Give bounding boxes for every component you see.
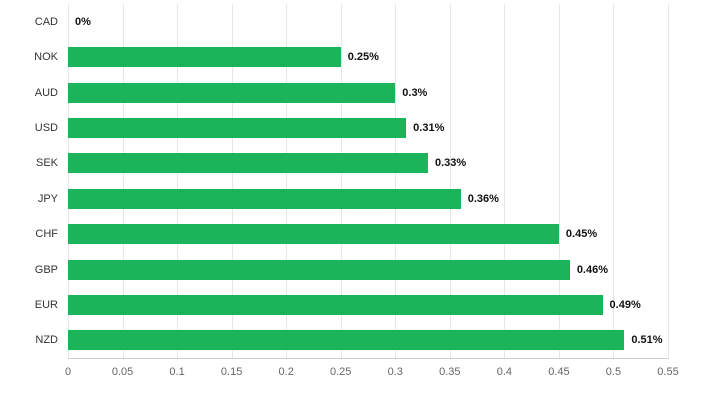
x-tick-label: 0.1 — [169, 366, 185, 378]
x-tick-label: 0.55 — [657, 366, 679, 378]
value-label-cad: 0% — [75, 15, 91, 28]
category-label-eur: EUR — [34, 298, 58, 311]
x-tick-label: 0.2 — [278, 366, 294, 378]
value-label-sek: 0.33% — [435, 157, 467, 170]
gridline — [231, 4, 233, 358]
value-label-chf: 0.45% — [565, 228, 598, 241]
gridline — [395, 4, 397, 358]
bar-aud — [68, 82, 396, 103]
gridline — [340, 4, 342, 358]
value-label-eur: 0.49% — [609, 298, 641, 311]
bar-gbp — [68, 259, 570, 280]
gridline — [613, 4, 615, 358]
gridline — [558, 4, 560, 358]
category-label-chf: CHF — [35, 228, 58, 241]
value-label-nok: 0.25% — [347, 51, 379, 64]
category-label-jpy: JPY — [37, 192, 58, 205]
gridline — [449, 4, 451, 358]
gridline — [286, 4, 288, 358]
x-tick-label: 0.35 — [439, 366, 461, 378]
bar-chf — [68, 224, 559, 245]
category-label-sek: SEK — [35, 157, 58, 170]
value-label-gbp: 0.46% — [576, 263, 609, 276]
bar-eur — [68, 294, 603, 315]
x-tick-label: 0.3 — [387, 366, 403, 378]
gridline — [504, 4, 506, 358]
value-label-usd: 0.31% — [413, 121, 445, 134]
gridline — [177, 4, 179, 358]
gridline — [68, 4, 69, 358]
category-label-gbp: GBP — [34, 263, 58, 276]
plot-area: 0% 0.25% 0.3% 0.31% 0.33% 0.36% 0.45% 0.46% 0.49… — [68, 4, 669, 358]
bar-nok — [68, 47, 341, 68]
bar-jpy — [68, 188, 461, 209]
bar-usd — [68, 117, 407, 138]
bar-sek — [68, 153, 428, 174]
x-tick-label: 0.05 — [111, 366, 134, 378]
category-label-cad: CAD — [34, 15, 58, 28]
category-label-nok: NOK — [34, 51, 58, 64]
x-axis-line — [68, 358, 669, 359]
x-tick-label: 0 — [64, 366, 72, 378]
value-label-aud: 0.3% — [402, 86, 428, 99]
category-label-aud: AUD — [34, 86, 58, 99]
x-tick-label: 0.15 — [220, 366, 243, 378]
value-label-jpy: 0.36% — [467, 192, 499, 205]
x-tick-label: 0.4 — [496, 366, 513, 378]
category-label-usd: USD — [34, 121, 58, 134]
gridline — [122, 4, 124, 358]
category-label-nzd: NZD — [35, 334, 58, 347]
bar-nzd — [68, 330, 625, 351]
gridline — [668, 4, 669, 358]
x-tick-label: 0.45 — [548, 366, 570, 378]
x-tick-label: 0.5 — [605, 366, 622, 378]
value-label-nzd: 0.51% — [631, 334, 663, 347]
x-tick-label: 0.25 — [330, 366, 352, 378]
